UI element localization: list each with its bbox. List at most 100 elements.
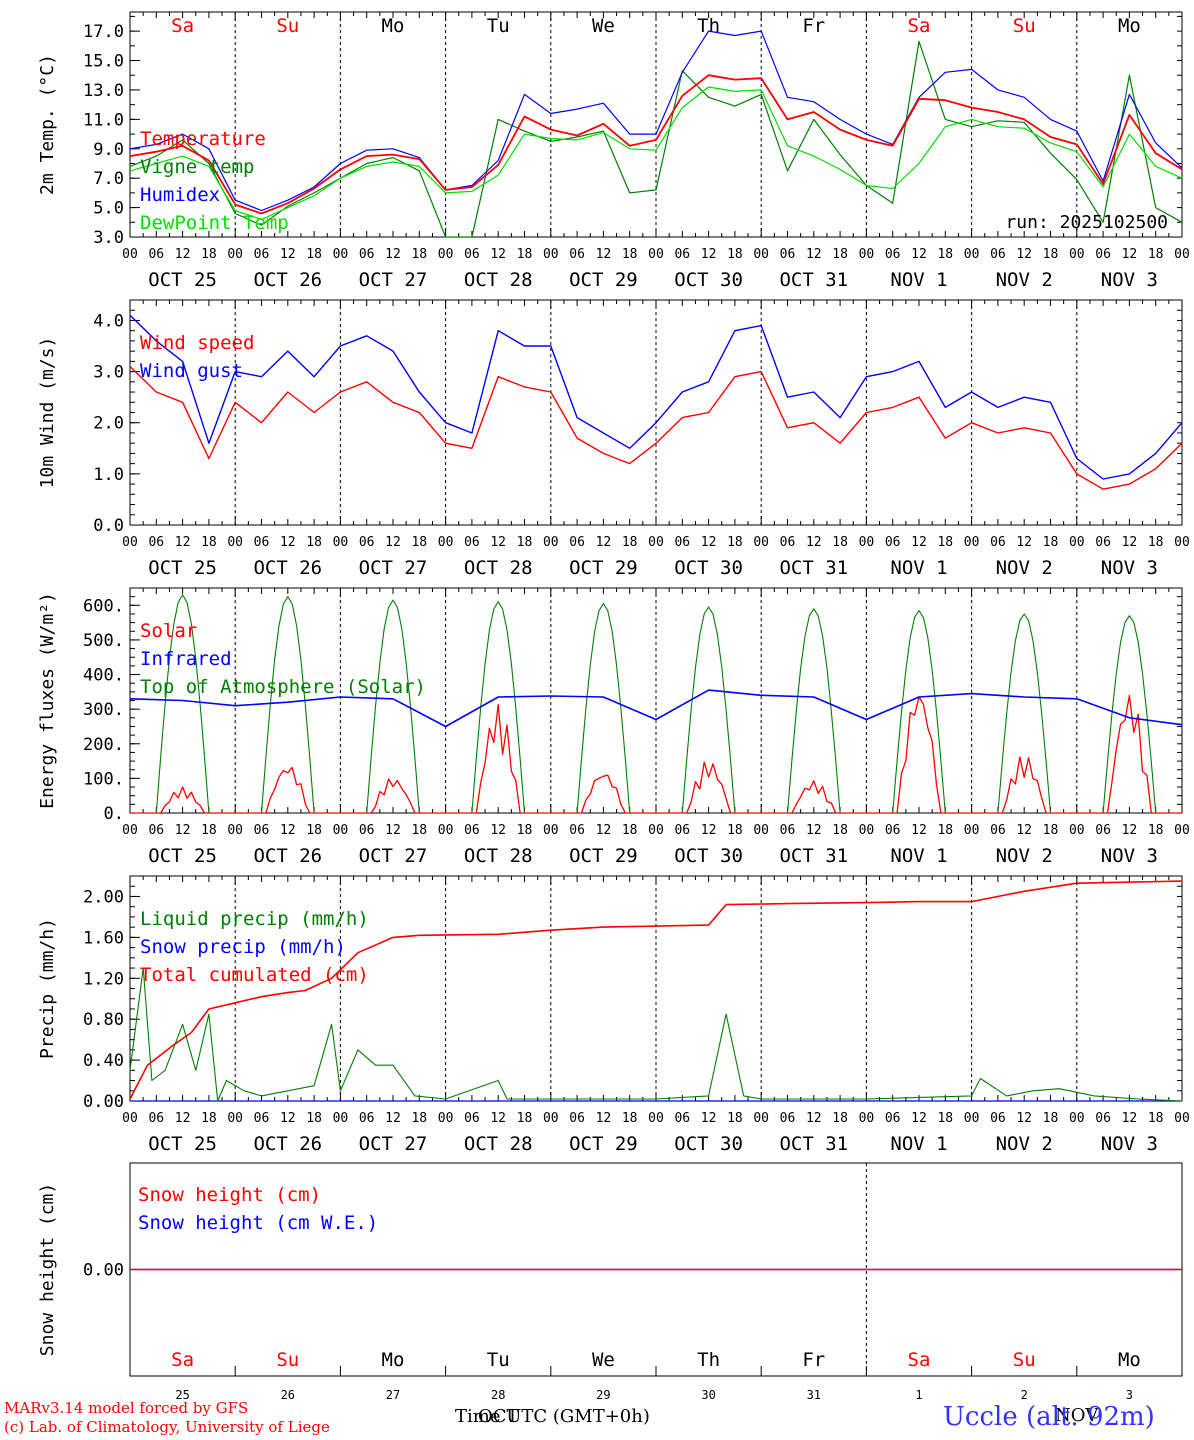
weekday-label: Sa xyxy=(908,15,931,37)
y-tick-label: 9.0 xyxy=(93,140,124,160)
hour-tick-label: 12 xyxy=(1122,535,1138,550)
hour-tick-label: 12 xyxy=(175,1111,191,1126)
y-tick-label: 4.0 xyxy=(93,311,124,331)
y-tick-label: 400. xyxy=(83,666,124,686)
hour-tick-label: 06 xyxy=(990,823,1006,838)
hour-tick-label: 00 xyxy=(333,535,349,550)
xaxis-title: Time UTC (GMT+0h) xyxy=(455,1406,650,1427)
hour-tick-label: 00 xyxy=(1174,247,1190,262)
weekday-label: Su xyxy=(1013,15,1036,37)
legend-entry: Infrared xyxy=(140,648,232,670)
panel-frame xyxy=(129,587,1183,814)
hour-tick-label: 12 xyxy=(1016,823,1032,838)
day-number: 30 xyxy=(701,1388,715,1402)
hour-tick-label: 12 xyxy=(806,823,822,838)
y-tick-label: 0.00 xyxy=(83,1092,124,1112)
date-label: OCT 26 xyxy=(253,557,322,579)
date-label: OCT 26 xyxy=(253,1133,322,1155)
date-label: NOV 3 xyxy=(1101,1133,1158,1155)
hour-tick-label: 12 xyxy=(490,823,506,838)
weekday-label: Fr xyxy=(802,15,825,37)
date-label: OCT 29 xyxy=(569,557,638,579)
hour-tick-label: 00 xyxy=(964,247,980,262)
y-axis-title: 2m Temp. (°C) xyxy=(37,54,58,195)
hour-tick-label: 06 xyxy=(359,823,375,838)
weekday-label: Sa xyxy=(908,1349,931,1371)
hour-tick-label: 18 xyxy=(727,1111,743,1126)
hour-tick-label: 06 xyxy=(464,247,480,262)
legend-entry: Wind speed xyxy=(140,332,254,354)
y-tick-label: 3.0 xyxy=(93,363,124,383)
date-label: OCT 28 xyxy=(464,557,533,579)
hour-tick-label: 12 xyxy=(280,823,296,838)
hour-tick-label: 06 xyxy=(569,247,585,262)
hour-tick-label: 06 xyxy=(359,247,375,262)
hour-tick-label: 00 xyxy=(227,823,243,838)
hour-tick-label: 18 xyxy=(1148,1111,1164,1126)
weekday-label: Th xyxy=(697,1349,720,1371)
y-tick-label: 0. xyxy=(104,804,124,824)
hour-tick-label: 18 xyxy=(411,823,427,838)
y-tick-label: 11.0 xyxy=(83,110,124,130)
hour-tick-label: 00 xyxy=(753,535,769,550)
date-label: OCT 29 xyxy=(569,1133,638,1155)
hour-tick-label: 18 xyxy=(832,1111,848,1126)
hour-tick-label: 06 xyxy=(464,1111,480,1126)
legend-entry: Top of Atmosphere (Solar) xyxy=(140,676,426,698)
weekday-label: Tu xyxy=(487,1349,510,1371)
hour-tick-label: 12 xyxy=(701,1111,717,1126)
hour-tick-label: 00 xyxy=(227,247,243,262)
hour-tick-label: 00 xyxy=(753,1111,769,1126)
hour-tick-label: 18 xyxy=(937,823,953,838)
hour-tick-label: 12 xyxy=(1016,1111,1032,1126)
hour-tick-label: 06 xyxy=(464,535,480,550)
weekday-label: Su xyxy=(276,15,299,37)
hour-tick-label: 18 xyxy=(517,247,533,262)
weekday-label: Th xyxy=(697,15,720,37)
day-number: 1 xyxy=(915,1388,922,1402)
hour-tick-label: 12 xyxy=(596,535,612,550)
hour-tick-label: 18 xyxy=(306,1111,322,1126)
hour-tick-label: 12 xyxy=(175,823,191,838)
hour-tick-label: 12 xyxy=(385,1111,401,1126)
y-tick-label: 0.80 xyxy=(83,1010,124,1030)
lab-credit: (c) Lab. of Climatology, University of L… xyxy=(4,1418,330,1436)
y-tick-label: 1.20 xyxy=(83,969,124,989)
y-tick-label: 1.60 xyxy=(83,928,124,948)
date-label: NOV 2 xyxy=(996,269,1053,291)
date-label: OCT 31 xyxy=(779,269,848,291)
date-label: NOV 2 xyxy=(996,845,1053,867)
weekday-label: Mo xyxy=(1118,1349,1141,1371)
hour-tick-label: 06 xyxy=(674,823,690,838)
date-label: OCT 25 xyxy=(148,269,217,291)
hour-tick-label: 00 xyxy=(859,247,875,262)
month-label-nov: NOV xyxy=(1055,1405,1099,1426)
hour-tick-label: 18 xyxy=(517,535,533,550)
hour-tick-label: 18 xyxy=(411,535,427,550)
hour-tick-label: 00 xyxy=(1069,1111,1085,1126)
hour-tick-label: 06 xyxy=(990,247,1006,262)
hour-tick-label: 12 xyxy=(280,247,296,262)
day-number: 2 xyxy=(1021,1388,1028,1402)
hour-tick-label: 12 xyxy=(911,535,927,550)
series-wind-speed xyxy=(129,365,1183,490)
hour-tick-label: 00 xyxy=(753,247,769,262)
day-number: 27 xyxy=(386,1388,400,1402)
date-label: NOV 1 xyxy=(890,557,947,579)
y-tick-label: 0.0 xyxy=(93,516,124,536)
hour-tick-label: 06 xyxy=(148,1111,164,1126)
weekday-label: Sa xyxy=(171,15,194,37)
hour-tick-label: 06 xyxy=(254,247,270,262)
y-tick-label: 500. xyxy=(83,631,124,651)
hour-tick-label: 00 xyxy=(964,1111,980,1126)
hour-tick-label: 12 xyxy=(280,1111,296,1126)
hour-tick-label: 00 xyxy=(122,247,138,262)
hour-tick-label: 18 xyxy=(622,823,638,838)
hour-tick-label: 12 xyxy=(1016,535,1032,550)
series-liquid-precip xyxy=(129,967,1183,1102)
hour-tick-label: 00 xyxy=(438,535,454,550)
series-wind-gust xyxy=(129,314,1183,480)
hour-tick-label: 12 xyxy=(596,1111,612,1126)
hour-tick-label: 06 xyxy=(359,1111,375,1126)
